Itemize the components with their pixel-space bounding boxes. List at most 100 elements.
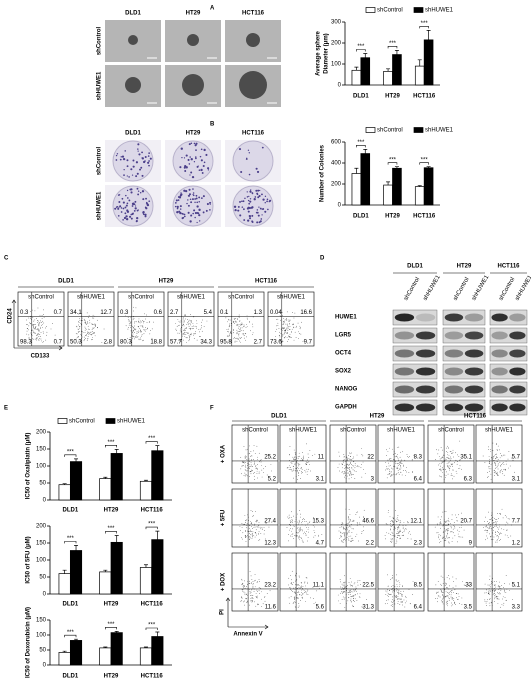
flow-event	[87, 331, 88, 333]
flow-event	[348, 535, 350, 537]
flow-event	[254, 601, 256, 603]
colony	[258, 194, 261, 198]
flow-event	[292, 456, 294, 458]
flow-event	[499, 470, 501, 472]
legend-label: shControl	[377, 8, 403, 14]
flow-event	[346, 537, 348, 538]
flow-event	[489, 461, 491, 463]
flow-event	[263, 527, 265, 528]
colony	[207, 167, 210, 170]
flow-event	[445, 602, 447, 604]
flow-event	[305, 585, 307, 587]
colony	[149, 157, 152, 160]
flow-event	[179, 324, 181, 326]
flow-event	[492, 519, 494, 521]
flow-event	[257, 527, 259, 528]
flow-event	[499, 470, 501, 471]
flow-event	[298, 463, 299, 465]
flow-event	[446, 583, 447, 585]
flow-event	[486, 530, 488, 532]
flow-event	[496, 580, 497, 582]
flow-event	[487, 593, 489, 594]
flow-event	[307, 590, 308, 592]
flow-event	[490, 586, 491, 588]
flow-event	[249, 453, 251, 454]
flow-event	[241, 523, 243, 524]
flow-event	[297, 527, 299, 528]
flow-event	[253, 475, 255, 477]
flow-event	[492, 442, 494, 444]
flow-event	[343, 532, 345, 534]
flow-event	[347, 467, 348, 468]
flow-event	[496, 450, 498, 451]
flow-event	[93, 324, 95, 325]
flow-plot	[427, 424, 475, 484]
flow-event	[297, 467, 299, 469]
flow-event	[390, 579, 391, 580]
colony	[141, 157, 143, 159]
significance-bracket	[387, 46, 398, 49]
flow-event	[238, 333, 240, 335]
flow-event	[245, 462, 247, 463]
flow-event	[398, 593, 400, 595]
flow-event	[78, 335, 79, 337]
colony	[241, 200, 243, 202]
flow-event	[357, 511, 358, 513]
flow-event	[510, 457, 512, 459]
flow-event	[348, 455, 350, 456]
flow-event	[127, 317, 129, 319]
flow-event	[290, 469, 292, 470]
flow-event	[343, 473, 345, 475]
flow-event	[490, 582, 492, 584]
flow-event	[243, 325, 245, 327]
flow-event	[397, 528, 399, 530]
flow-event	[350, 540, 352, 542]
flow-event	[297, 521, 298, 523]
colony	[136, 172, 139, 175]
flow-event	[399, 538, 401, 540]
flow-event	[41, 322, 43, 323]
flow-event	[355, 589, 356, 591]
flow-event	[362, 455, 364, 457]
blot-band	[509, 403, 526, 412]
flow-event	[138, 331, 139, 333]
flow-event	[386, 595, 388, 596]
flow-event	[84, 319, 85, 321]
flow-event	[452, 478, 453, 480]
flow-event	[43, 332, 44, 334]
bar	[99, 647, 112, 666]
quadrant-value: 9.7	[304, 340, 313, 346]
flow-event	[355, 511, 357, 513]
flow-event	[147, 328, 149, 330]
colony	[239, 200, 241, 203]
flow-event	[187, 319, 189, 320]
flow-event	[347, 529, 348, 531]
flow-event	[495, 531, 496, 533]
flow-event	[344, 476, 345, 478]
protein-label: GAPDH	[335, 405, 357, 411]
flow-event	[315, 601, 316, 603]
flow-event	[455, 459, 457, 461]
bar	[58, 484, 71, 501]
flow-event	[389, 528, 391, 530]
flow-event	[398, 463, 400, 465]
error-bar	[74, 545, 79, 551]
flow-event	[289, 459, 290, 461]
flow-event	[298, 331, 299, 333]
flow-event	[492, 589, 494, 591]
flow-event	[445, 471, 447, 473]
flow-event	[151, 337, 153, 339]
flow-event	[133, 328, 135, 330]
colony	[261, 146, 264, 149]
flow-event	[257, 468, 258, 470]
flow-event	[230, 332, 232, 334]
flow-event	[444, 540, 446, 541]
flow-event	[313, 519, 315, 520]
colony	[267, 208, 269, 211]
colony	[177, 199, 180, 201]
flow-event	[394, 595, 396, 597]
flow-event	[397, 534, 398, 536]
flow-event	[184, 330, 185, 332]
colony	[194, 144, 197, 147]
significance-label: ***	[67, 449, 75, 455]
